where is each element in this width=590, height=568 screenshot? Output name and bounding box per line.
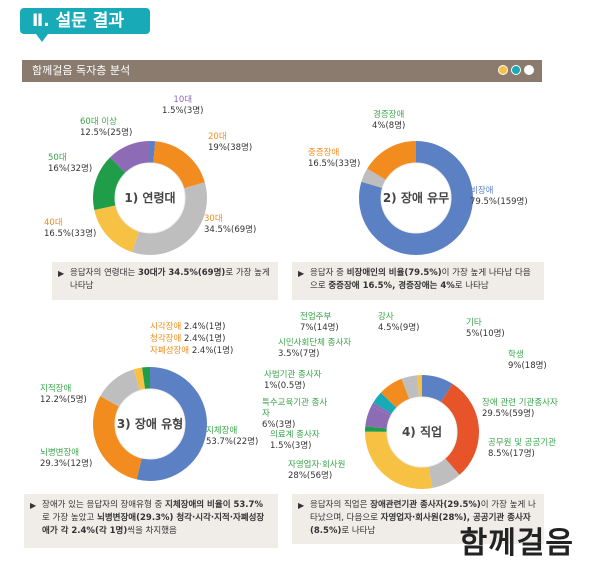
type-label-hearing: 청각장애 2.4%(1명) <box>150 334 226 344</box>
type-donut-hole <box>114 388 186 460</box>
type-slice-5 <box>93 367 207 481</box>
job-label-homemaker: 전업주부 7%(14명) <box>300 312 339 333</box>
section-header: 함께걸음 독자층 분석 <box>22 60 542 82</box>
type-label-brain: 뇌병변장애 29.3%(12명) <box>40 448 93 469</box>
job-label-self-employed: 자영업자·회사원 28%(56명) <box>288 460 346 481</box>
level-note: 응답자 중 비장애인의 비율(79.5%)이 가장 높게 나타남 다음으로 중증… <box>292 262 544 300</box>
level-donut-hole <box>380 162 452 234</box>
job-label-other: 기타 5%(10명) <box>466 318 505 339</box>
job-label-medical: 의료계 종사자 1.5%(3명) <box>270 430 320 451</box>
job-label-civic: 시민사회단체 종사자 3.5%(7명) <box>278 338 352 359</box>
job-donut: 4) 직업 <box>365 375 479 489</box>
age-slice-4 <box>93 141 207 255</box>
brand-watermark: 함께걸음 <box>459 526 574 561</box>
job-label-public: 공무원 및 공공기관 8.5%(17명) <box>488 438 556 459</box>
job-center-label: 4) 직업 <box>402 424 442 439</box>
age-label-50: 50대 16%(32명) <box>48 153 93 174</box>
age-label-20: 20대 19%(38명) <box>208 132 253 153</box>
age-slice-2 <box>93 141 207 255</box>
level-donut: 2) 장애 유무 <box>359 141 473 255</box>
job-label-lecturer: 강사 4.5%(9명) <box>378 312 420 333</box>
job-label-disability-org: 장애 관련 기관종사자 29.5%(59명) <box>482 398 558 419</box>
age-slice-5 <box>93 141 207 255</box>
age-note: 응답자의 연령대는 30대가 34.5%(69명)로 가장 높게 나타남 <box>52 262 278 300</box>
level-label-mild: 경증장애 4%(8명) <box>372 110 406 131</box>
type-label-visual: 시각장애 2.4%(1명) <box>150 322 226 332</box>
job-label-judicial: 사법기관 종사자 1%(0.5명) <box>264 370 322 391</box>
age-label-40: 40대 16.5%(33명) <box>44 218 97 239</box>
job-slice-7 <box>365 375 479 489</box>
job-slice-2 <box>365 375 479 489</box>
type-donut: 3) 장애 유형 <box>93 367 207 481</box>
dots-icon <box>498 65 534 75</box>
age-label-60: 60대 이상 12.5%(25명) <box>80 117 133 138</box>
level-label-severe: 중증장애 16.5%(33명) <box>308 148 361 169</box>
type-center-label: 3) 장애 유형 <box>117 416 183 431</box>
type-label-physical: 지체장애 53.7%(22명) <box>206 426 259 447</box>
age-donut-hole <box>114 162 186 234</box>
age-label-30: 30대 34.5%(69명) <box>204 214 257 235</box>
type-note: 장애가 있는 응답자의 장애유형 중 지체장애의 비율이 53.7%로 가장 높… <box>24 494 278 548</box>
age-label-10: 10대 1.5%(3명) <box>162 95 204 116</box>
job-note: 응답자의 직업은 장애관련기관 종사자(29.5%)이 가장 높게 나타났으며,… <box>292 494 544 544</box>
age-donut: 1) 연령대 <box>93 141 207 255</box>
type-label-autism: 자폐성장애 2.4%(1명) <box>150 346 234 356</box>
age-center-label: 1) 연령대 <box>124 190 175 205</box>
job-slice-9 <box>365 375 479 489</box>
job-donut-hole <box>386 396 458 468</box>
level-slice-1 <box>359 141 473 255</box>
job-label-special-ed: 특수교육기관 종사자 6%(3명) <box>262 398 328 430</box>
page-title: Ⅱ. 설문 결과 <box>20 8 150 42</box>
section-title: 함께걸음 독자층 분석 <box>32 64 131 77</box>
level-center-label: 2) 장애 유무 <box>383 190 449 205</box>
job-label-student: 학생 9%(18명) <box>508 350 547 371</box>
type-slice-1 <box>93 367 207 481</box>
type-label-intellectual: 지적장애 12.2%(5명) <box>40 384 87 405</box>
level-label-none: 비장애 79.5%(159명) <box>470 186 528 207</box>
